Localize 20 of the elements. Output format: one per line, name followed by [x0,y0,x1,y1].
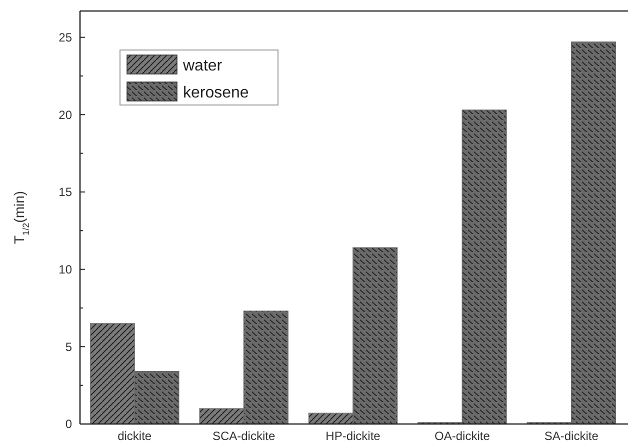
bar [462,110,507,424]
x-tick-label: SCA-dickite [212,429,276,443]
bar [243,310,288,424]
bar [571,42,616,424]
y-tick-label: 0 [65,417,72,432]
y-tick-label: 20 [58,108,72,122]
bar [199,408,244,424]
x-tick-label: OA-dickite [434,429,490,443]
y-tick-label: 10 [58,262,72,277]
legend-label: water [182,58,223,75]
y-tick-label: 25 [58,30,72,44]
x-tick-label: SA-dickite [544,429,599,443]
x-tick-label: dickite [118,429,152,443]
bar [134,371,180,424]
y-tick-label: 5 [65,340,72,354]
x-tick-label: HP-dickite [326,429,381,443]
legend-label: kerosene [183,84,249,102]
bar [90,323,135,424]
y-tick-label: 15 [58,185,72,200]
bar [352,247,398,424]
